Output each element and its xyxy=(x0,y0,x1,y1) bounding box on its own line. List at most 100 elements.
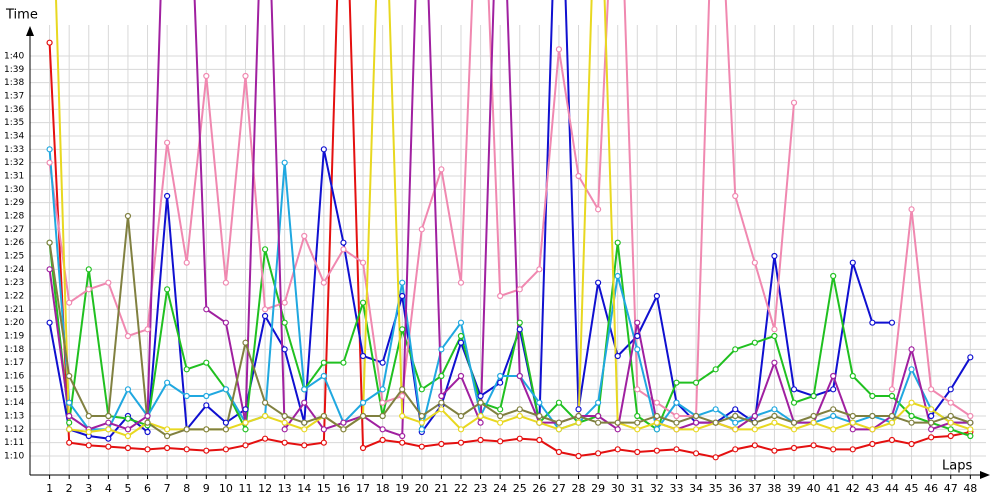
data-point xyxy=(203,72,210,80)
x-tick-label: 18 xyxy=(376,482,390,495)
data-point xyxy=(46,266,53,273)
data-point xyxy=(653,292,660,300)
y-tick-label: 1:39 xyxy=(4,65,24,75)
data-point xyxy=(105,426,112,433)
x-tick-label: 14 xyxy=(297,482,311,495)
data-point xyxy=(673,412,680,420)
data-point xyxy=(105,435,112,442)
data-point xyxy=(144,428,151,436)
data-point xyxy=(692,379,700,386)
data-point xyxy=(595,419,602,426)
x-tick-label: 30 xyxy=(611,482,625,495)
data-point xyxy=(359,352,367,360)
data-point xyxy=(301,419,308,426)
data-point xyxy=(85,266,92,273)
x-tick-label: 8 xyxy=(183,482,190,495)
y-tick-label: 1:33 xyxy=(4,145,24,155)
data-point xyxy=(790,419,798,426)
data-point xyxy=(261,246,269,253)
data-point xyxy=(144,446,151,453)
data-point xyxy=(928,386,935,393)
data-point xyxy=(928,412,935,420)
data-point xyxy=(203,402,210,409)
x-tick-label: 12 xyxy=(258,482,272,495)
y-axis-arrow xyxy=(26,26,34,36)
data-point xyxy=(790,99,798,106)
data-point xyxy=(477,412,484,420)
y-tick-label: 1:25 xyxy=(4,252,24,262)
x-tick-label: 21 xyxy=(434,482,448,495)
data-point xyxy=(66,419,73,426)
data-point xyxy=(888,412,896,420)
y-tick-label: 1:12 xyxy=(4,425,24,435)
data-point xyxy=(732,412,739,420)
data-point xyxy=(751,426,758,433)
data-point xyxy=(614,352,621,360)
x-tick-label: 11 xyxy=(238,482,252,495)
data-point xyxy=(281,412,288,420)
data-point xyxy=(928,426,935,433)
data-point xyxy=(144,326,151,333)
data-point xyxy=(751,339,758,346)
data-point xyxy=(301,426,308,433)
data-point xyxy=(359,259,367,266)
data-point xyxy=(908,412,915,420)
data-point xyxy=(301,442,308,449)
data-point xyxy=(379,412,386,420)
data-point xyxy=(46,239,53,246)
data-point xyxy=(692,412,700,420)
data-point xyxy=(203,447,210,454)
data-point xyxy=(790,399,798,406)
data-point xyxy=(849,426,856,433)
data-point xyxy=(261,412,269,420)
data-point xyxy=(692,450,700,457)
data-point xyxy=(379,399,386,406)
data-point xyxy=(673,419,680,426)
data-point xyxy=(457,332,465,340)
data-point xyxy=(830,426,837,433)
data-point xyxy=(281,439,288,446)
data-point xyxy=(536,412,543,420)
data-point xyxy=(379,426,386,433)
x-tick-label: 33 xyxy=(669,482,683,495)
data-point xyxy=(967,354,974,361)
data-point xyxy=(438,166,445,173)
data-point xyxy=(497,419,504,426)
data-point xyxy=(359,399,367,406)
x-tick-label: 10 xyxy=(219,482,233,495)
data-point xyxy=(516,406,523,413)
data-point xyxy=(222,386,230,393)
data-point xyxy=(928,406,935,413)
data-point xyxy=(399,279,406,286)
data-point xyxy=(261,435,269,442)
y-tick-label: 1:14 xyxy=(4,398,24,408)
data-point xyxy=(301,399,308,406)
data-point xyxy=(673,426,680,433)
data-point xyxy=(947,399,954,406)
x-tick-label: 28 xyxy=(572,482,586,495)
data-point xyxy=(908,366,915,373)
data-point xyxy=(732,346,739,353)
data-point xyxy=(516,286,523,293)
data-point xyxy=(320,412,327,420)
data-point xyxy=(771,419,778,426)
x-tick-label: 4 xyxy=(105,482,112,495)
x-tick-label: 39 xyxy=(787,482,801,495)
data-point xyxy=(869,412,876,420)
data-point xyxy=(849,372,856,380)
data-point xyxy=(634,426,641,433)
data-point xyxy=(614,239,621,246)
data-point xyxy=(732,192,739,200)
data-point xyxy=(967,412,974,420)
data-point xyxy=(888,392,896,400)
data-point xyxy=(771,332,778,340)
x-tick-label: 46 xyxy=(924,482,938,495)
data-point xyxy=(320,426,327,433)
data-point xyxy=(457,319,465,326)
data-point xyxy=(399,326,406,333)
y-tick-label: 1:21 xyxy=(4,305,24,315)
data-point xyxy=(379,359,386,366)
x-tick-label: 2 xyxy=(66,482,73,495)
x-tick-label: 17 xyxy=(356,482,370,495)
